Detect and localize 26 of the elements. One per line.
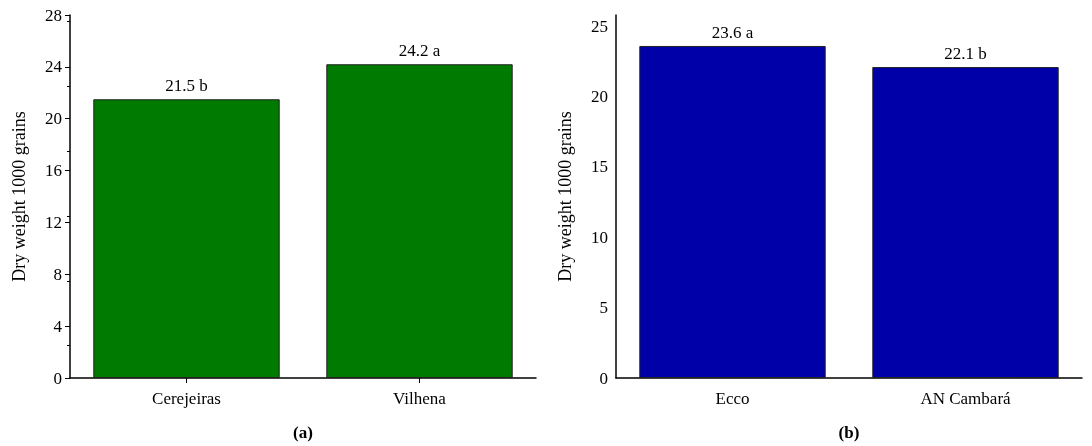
y-tick-label: 16 — [45, 161, 62, 181]
y-tick-label: 15 — [591, 157, 608, 177]
x-tick-label: Cerejeiras — [152, 389, 221, 408]
y-tick-label: 12 — [45, 212, 62, 232]
data-label: 23.6 a — [711, 22, 754, 42]
y-tick-label: 0 — [599, 368, 608, 388]
data-label: 22.1 b — [944, 44, 987, 64]
y-tick-label: 4 — [53, 316, 63, 336]
y-axis-title: Dry weight 1000 grains — [9, 111, 29, 282]
x-tick-label: Vilhena — [393, 389, 447, 408]
y-tick-label: 5 — [599, 298, 608, 318]
y-tick-label: 10 — [591, 227, 608, 247]
data-label: 21.5 b — [165, 76, 208, 96]
y-tick-label: 24 — [45, 57, 63, 77]
y-tick-label: 20 — [45, 109, 62, 129]
y-tick-label: 20 — [591, 87, 608, 107]
x-axis-title: (b) — [838, 423, 860, 442]
y-tick-label: 8 — [53, 264, 62, 284]
y-tick-label: 25 — [591, 16, 608, 36]
x-tick-label: AN Cambará — [920, 389, 1012, 408]
x-axis-title: (a) — [293, 423, 313, 442]
x-tick-label: Ecco — [715, 389, 750, 408]
y-axis-title: Dry weight 1000 grains — [555, 111, 575, 282]
y-tick-label: 0 — [53, 368, 62, 388]
y-tick-label: 28 — [45, 5, 62, 25]
data-label: 24.2 a — [398, 41, 441, 61]
